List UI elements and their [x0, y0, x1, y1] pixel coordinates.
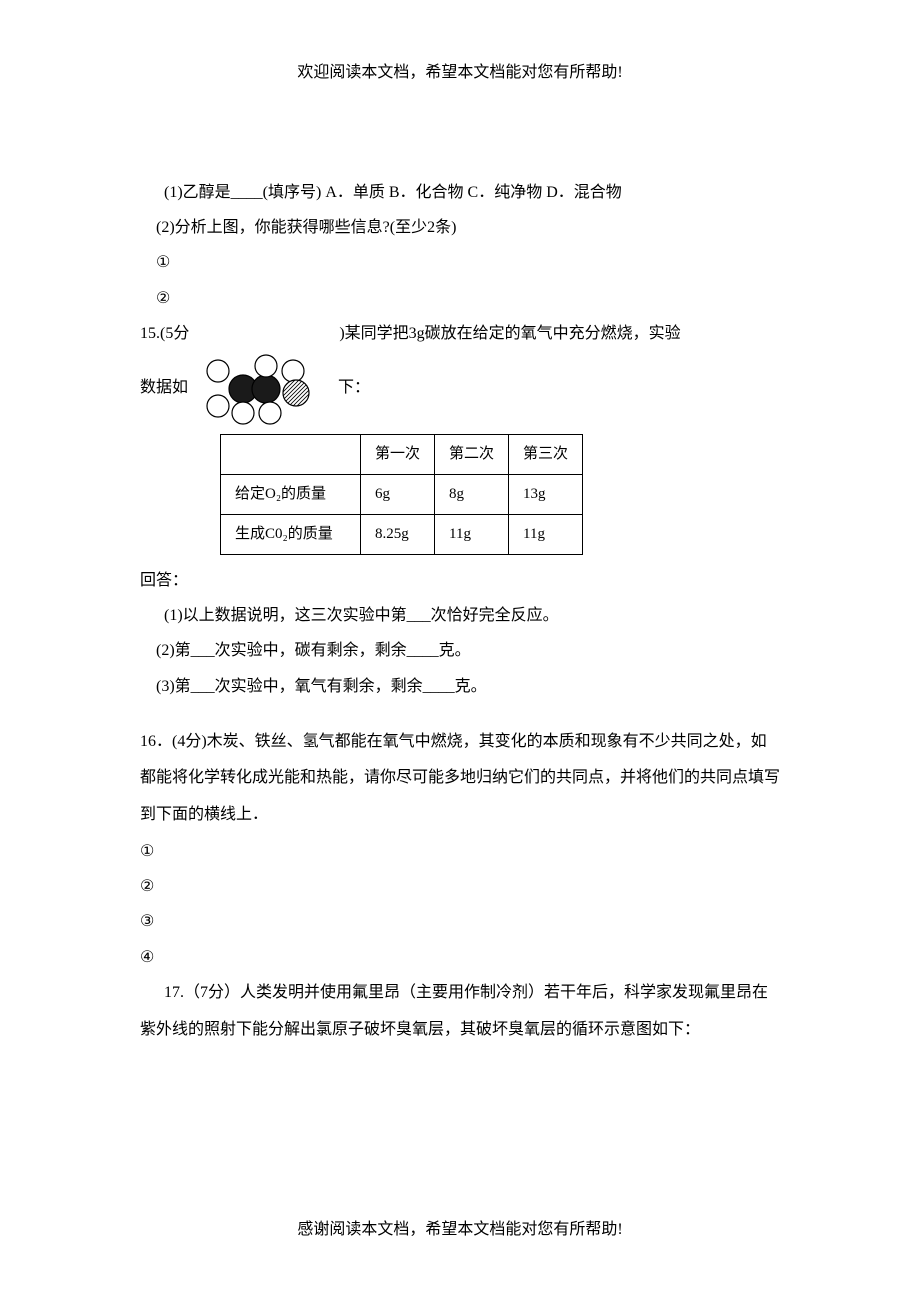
q15-a3: (3)第___次实验中，氧气有剩余，剩余____克。 [140, 669, 780, 704]
table-cell: 8g [435, 474, 509, 514]
q16-opt1: ① [140, 834, 780, 869]
q15-a1: (1)以上数据说明，这三次实验中第___次恰好完全反应。 [140, 598, 780, 633]
q15-a2: (2)第___次实验中，碳有剩余，剩余____克。 [140, 633, 780, 668]
q14-part2: (2)分析上图，你能获得哪些信息?(至少2条) [140, 210, 780, 245]
table-header-blank [221, 434, 361, 474]
page-footer: 感谢阅读本文档，希望本文档能对您有所帮助! [0, 1212, 920, 1247]
q14-answer2: ② [140, 281, 780, 316]
q16-opt3: ③ [140, 904, 780, 939]
table-header-3: 第三次 [509, 434, 583, 474]
table-cell: 给定O₂的质量 [221, 474, 361, 514]
table-row: 给定O₂的质量 6g 8g 13g [221, 474, 583, 514]
q15-line2-suffix: 下： [338, 379, 370, 396]
circle-1: ① [156, 245, 170, 280]
circle-2: ② [156, 281, 170, 316]
table-cell: 生成C0₂的质量 [221, 514, 361, 554]
q15-prefix: 15.(5分 [140, 325, 189, 342]
q16-text: 16．(4分)木炭、铁丝、氢气都能在氧气中燃烧，其变化的本质和现象有不少共同之处… [140, 724, 780, 834]
table-header-row: 第一次 第二次 第三次 [221, 434, 583, 474]
table-cell: 11g [509, 514, 583, 554]
q15-line2: 数据如 下： [140, 351, 780, 426]
table-cell: 6g [361, 474, 435, 514]
experiment-table: 第一次 第二次 第三次 给定O₂的质量 6g 8g 13g 生成C0₂的质量 8… [220, 434, 583, 555]
molecule-diagram [188, 351, 338, 426]
q15-answer-label: 回答： [140, 563, 780, 598]
q15-line2-prefix: 数据如 [140, 379, 188, 396]
table-header-2: 第二次 [435, 434, 509, 474]
q17-text: 17.（7分）人类发明并使用氟里昂（主要用作制冷剂）若干年后，科学家发现氟里昂在… [140, 975, 780, 1049]
q15-mid: )某同学把3g碳放在给定的氧气中充分燃烧，实验 [339, 325, 680, 342]
page-header: 欢迎阅读本文档，希望本文档能对您有所帮助! [0, 55, 920, 90]
q14-part1: (1)乙醇是____(填序号) A．单质 B．化合物 C．纯净物 D．混合物 [140, 175, 780, 210]
table-cell: 8.25g [361, 514, 435, 554]
document-content: (1)乙醇是____(填序号) A．单质 B．化合物 C．纯净物 D．混合物 (… [140, 175, 780, 1048]
table-cell: 13g [509, 474, 583, 514]
table-row: 生成C0₂的质量 8.25g 11g 11g [221, 514, 583, 554]
q14-answer1: ① [140, 245, 780, 280]
q15-line1: 15.(5分 )某同学把3g碳放在给定的氧气中充分燃烧，实验 [140, 316, 780, 351]
table-header-1: 第一次 [361, 434, 435, 474]
q16-opt2: ② [140, 869, 780, 904]
q16-opt4: ④ [140, 940, 780, 975]
table-cell: 11g [435, 514, 509, 554]
